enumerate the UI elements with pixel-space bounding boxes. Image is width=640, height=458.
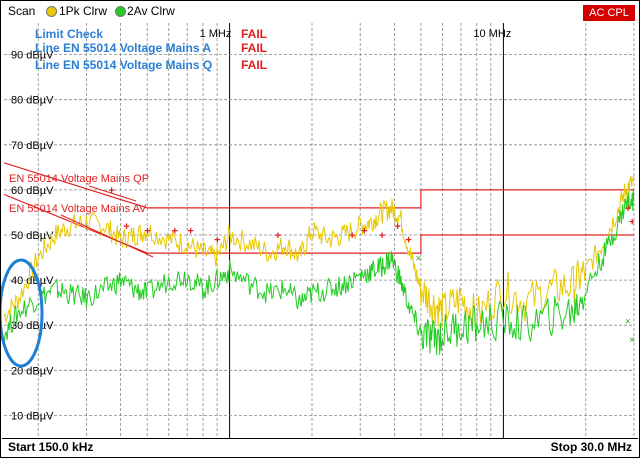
- y-tick-label: 70 dBµV: [11, 140, 54, 152]
- frequency-span-bar: Start 150.0 kHz Stop 30.0 MHz: [2, 438, 638, 456]
- y-tick-label: 50 dBµV: [11, 230, 54, 242]
- trace1-label[interactable]: 1Pk Clrw: [59, 4, 108, 18]
- marker-fail-result: FAIL: [241, 27, 267, 41]
- series-trace: [4, 175, 634, 332]
- y-tick-label: 90 dBµV: [11, 50, 54, 62]
- qp-marker: +: [275, 230, 281, 242]
- qp-marker: +: [405, 235, 411, 247]
- axis-tick-labels: 90 dBµV 80 dBµV 70 dBµV 60 dBµV 50 dBµV 40 dB…: [11, 28, 511, 422]
- y-tick-label: 80 dBµV: [11, 95, 54, 107]
- av-limit-label: EN 55014 Voltage Mains AV: [9, 203, 147, 215]
- highlight-ellipse: [1, 258, 44, 368]
- series-traces: [4, 175, 634, 356]
- grid: [4, 23, 635, 438]
- y-tick-label: 20 dBµV: [11, 365, 54, 377]
- peak-markers: + + + + + + + + + + + + + + × × ×: [108, 185, 635, 346]
- qp-marker: +: [361, 226, 367, 238]
- qp-marker: +: [188, 226, 194, 238]
- av-marker: ×: [629, 335, 635, 346]
- trace1-color-icon: [46, 6, 57, 17]
- qp-marker: +: [172, 226, 178, 238]
- qp-marker: +: [394, 221, 400, 233]
- limit-check-title: Limit Check: [35, 27, 103, 41]
- av-label-leader: [60, 214, 154, 258]
- scan-mode-label: Scan: [8, 4, 36, 18]
- stop-frequency: Stop 30.0 MHz: [550, 440, 632, 454]
- limit-line-q-result: FAIL: [241, 58, 267, 72]
- qp-marker: +: [123, 221, 129, 233]
- limit-line: [4, 162, 634, 209]
- qp-marker: +: [214, 235, 220, 247]
- trace2-label[interactable]: 2Av Clrw: [127, 4, 175, 18]
- qp-marker: +: [108, 185, 114, 197]
- y-tick-label: 40 dBµV: [11, 275, 54, 287]
- limit-line: [4, 193, 634, 254]
- x-tick-label: 1 MHz: [200, 28, 232, 40]
- y-tick-label: 60 dBµV: [11, 185, 54, 197]
- limit-line-q-name: Line EN 55014 Voltage Mains Q: [35, 58, 212, 72]
- qp-marker: +: [144, 226, 150, 238]
- limit-lines: [4, 162, 634, 254]
- y-tick-label: 10 dBµV: [11, 410, 54, 422]
- x-tick-label: 10 MHz: [473, 28, 511, 40]
- qp-limit-label: EN 55014 Voltage Mains QP: [9, 173, 149, 185]
- qp-marker: +: [349, 230, 355, 242]
- av-marker: ×: [416, 254, 422, 265]
- limit-line-a-result: FAIL: [241, 41, 267, 55]
- series-trace: [4, 188, 634, 356]
- limit-line-a-name: Line EN 55014 Voltage Mains A: [35, 41, 211, 55]
- qp-marker: +: [379, 230, 385, 242]
- qp-marker: +: [625, 203, 631, 215]
- qp-marker: +: [629, 217, 635, 229]
- start-frequency: Start 150.0 kHz: [8, 440, 94, 454]
- status-badge: AC CPL: [583, 5, 635, 21]
- y-tick-label: 30 dBµV: [11, 320, 54, 332]
- trace2-color-icon: [115, 6, 126, 17]
- qp-label-leader: [88, 185, 137, 202]
- av-marker: ×: [625, 317, 631, 328]
- trace-header: Scan 1Pk Clrw 2Av Clrw AC CPL: [2, 2, 638, 21]
